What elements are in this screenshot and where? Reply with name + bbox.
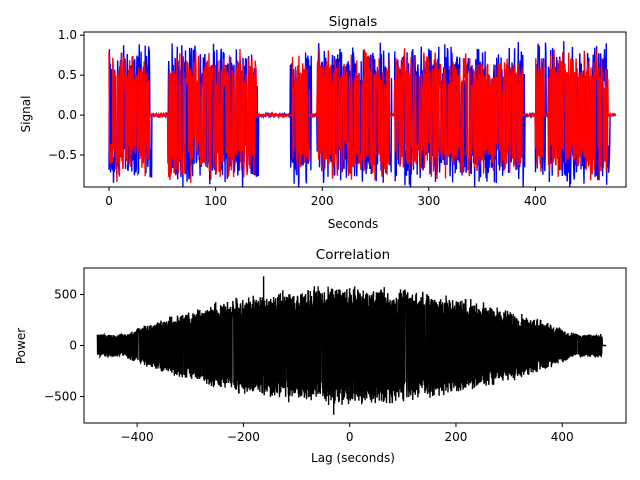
correlation-ylabel: Power	[14, 328, 28, 364]
x-tick-label: 0	[105, 194, 113, 208]
correlation-y-ticks: −500 0 500	[44, 288, 84, 403]
signals-title: Signals	[329, 14, 378, 30]
correlation-subplot: Correlation −400 −200 0 200 400 −500 0 500 Lag…	[14, 247, 627, 465]
signals-xlabel: Seconds	[328, 217, 378, 231]
signals-y-ticks: −0.5 0.0 0.5 1.0	[48, 28, 84, 162]
x-tick-label: 200	[445, 430, 468, 444]
x-tick-label: −400	[121, 430, 154, 444]
signal-series-red	[108, 48, 616, 183]
correlation-title: Correlation	[316, 247, 390, 263]
y-tick-label: 0	[69, 339, 77, 353]
y-tick-label: 0.5	[58, 68, 77, 82]
y-tick-label: 500	[54, 288, 77, 302]
signals-lines	[108, 41, 616, 187]
x-tick-label: 0	[346, 430, 354, 444]
signals-axes-frame	[83, 31, 627, 188]
correlation-series	[96, 276, 607, 415]
x-tick-label: −200	[227, 430, 260, 444]
y-tick-label: 0.0	[58, 108, 77, 122]
signals-x-ticks: 0 100 200 300 400	[105, 187, 547, 208]
signals-ylabel: Signal	[19, 96, 33, 133]
y-tick-label: 1.0	[58, 28, 77, 42]
y-tick-label: −0.5	[48, 148, 77, 162]
correlation-xlabel: Lag (seconds)	[311, 451, 395, 465]
x-tick-label: 300	[417, 194, 440, 208]
x-tick-label: 200	[311, 194, 334, 208]
x-tick-label: 400	[551, 430, 574, 444]
x-tick-label: 100	[204, 194, 227, 208]
signals-subplot: Signals 0 100 200 300 400 −0.5 0.0 0.5 1.0 Seco…	[19, 14, 627, 231]
correlation-lines	[96, 276, 607, 415]
correlation-x-ticks: −400 −200 0 200 400	[121, 423, 574, 444]
x-tick-label: 400	[524, 194, 547, 208]
y-tick-label: −500	[44, 389, 77, 403]
